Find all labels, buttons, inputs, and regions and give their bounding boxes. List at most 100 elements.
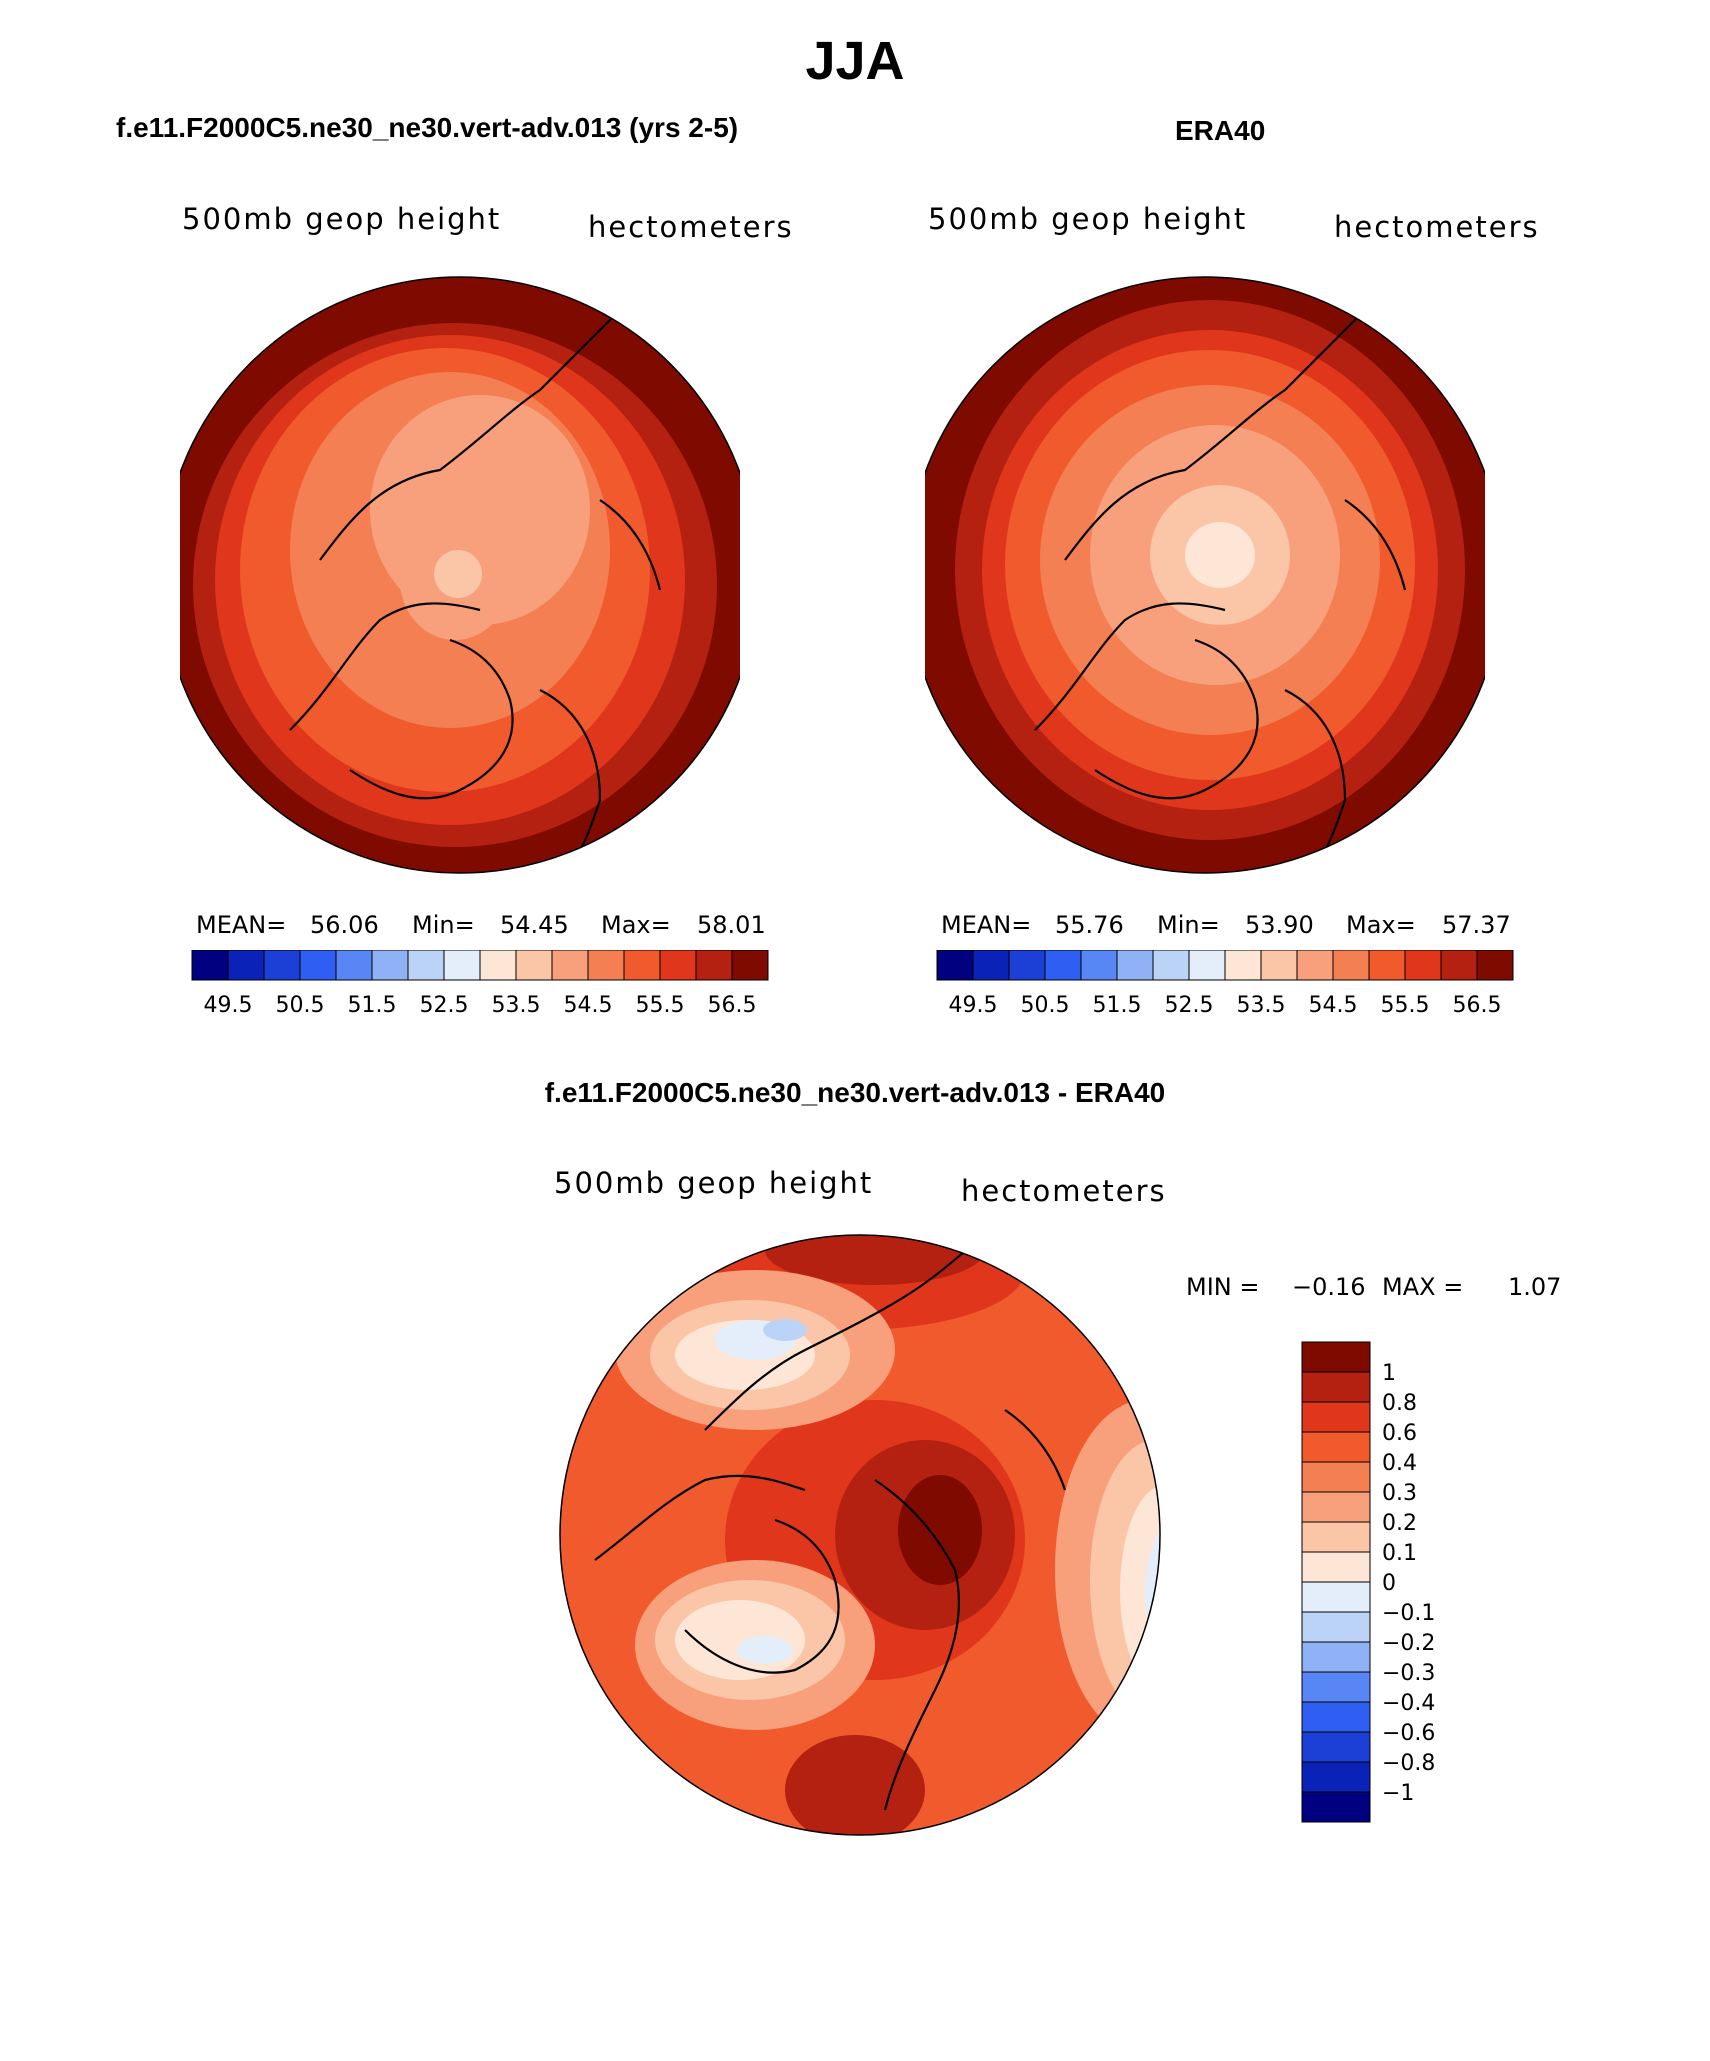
panel2-colorbar-swatch-9 (1260, 950, 1298, 981)
panel3-colorbar-swatch-12 (1301, 1701, 1371, 1733)
panel3-colorbar-tick-label: −1 (1382, 1781, 1414, 1806)
panel3-colorbar-tick-label: −0.8 (1382, 1751, 1435, 1776)
panel1-coast-3 (349, 638, 514, 800)
panel1-min-label: Min= (412, 911, 475, 939)
panel3-colorbar-tick-label: −0.1 (1382, 1601, 1435, 1626)
panel1-contour-53.5 (434, 550, 482, 598)
panel2-colorbar-tick-label: 51.5 (1093, 993, 1142, 1018)
panel3-colorbar-tick-label: 0.4 (1382, 1451, 1417, 1476)
panel1-colorbar-swatch-4 (335, 950, 373, 981)
panel3-colorbar-tick-label: 0.1 (1382, 1541, 1417, 1566)
panel1-colorbar-swatch-0 (191, 950, 229, 981)
panel2-coast-2 (1034, 602, 1226, 731)
panel2-colorbar: 49.5 50.5 51.5 52.5 53.5 54.5 55.5 56.5 (936, 950, 1514, 1018)
panel1-colorbar-swatch-14 (695, 950, 733, 981)
panel1-min-value: 54.45 (500, 911, 569, 939)
panel3-colorbar-tick-label: −0.6 (1382, 1721, 1435, 1746)
panel3-colorbar-swatch-2 (1301, 1401, 1371, 1433)
panel1-colorbar-swatch-9 (515, 950, 553, 981)
panel1-colorbar-swatch-7 (443, 950, 481, 981)
panel3-colorbar-swatch-13 (1301, 1731, 1371, 1763)
panel3-max-value: 1.07 (1508, 1273, 1562, 1301)
panel1-polar-map (180, 276, 740, 874)
panel3-colorbar-swatch-5 (1301, 1491, 1371, 1523)
panel3-colorbar-tick-label: 0 (1382, 1571, 1396, 1596)
panel2-colorbar-tick-label: 50.5 (1021, 993, 1070, 1018)
panel1-colorbar-tick-label: 51.5 (348, 993, 397, 1018)
panel3-colorbar-swatch-3 (1301, 1431, 1371, 1463)
panel1-colorbar-swatch-2 (263, 950, 301, 981)
panel3-coast-2 (594, 1474, 806, 1561)
panel3-colorbar-swatch-10 (1301, 1641, 1371, 1673)
panel2-polar-map (925, 276, 1485, 874)
panel1-max-label: Max= (601, 911, 671, 939)
panel3-colorbar-tick-label: −0.4 (1382, 1691, 1435, 1716)
panel2-mean-label: MEAN= (941, 911, 1032, 939)
panel2-colorbar-tick-label: 54.5 (1309, 993, 1358, 1018)
panel2-min-label: Min= (1157, 911, 1220, 939)
panel3-colorbar-swatch-4 (1301, 1461, 1371, 1493)
panel1-max-value: 58.01 (697, 911, 766, 939)
panel2-colorbar-swatch-14 (1440, 950, 1478, 981)
panel2-colorbar-swatch-13 (1404, 950, 1442, 981)
panel1-mean-label: MEAN= (196, 911, 287, 939)
panel2-colorbar-swatch-5 (1116, 950, 1154, 981)
panel1-variable-label: 500mb geop height (182, 202, 502, 236)
panel2-coast-3 (1094, 638, 1259, 800)
panel1-title: f.e11.F2000C5.ne30_ne30.vert-adv.013 (yr… (116, 112, 739, 143)
panel1-units-label: hectometers (588, 210, 794, 244)
panel3-patch-0.8 (898, 1475, 982, 1585)
panel3-colorbar-tick-label: 0.6 (1382, 1421, 1417, 1446)
panel3-colorbar-swatch-14 (1301, 1761, 1371, 1793)
panel1-colorbar-swatch-11 (587, 950, 625, 981)
panel2-colorbar-swatch-0 (936, 950, 974, 981)
panel3-coast-5 (1004, 1409, 1067, 1491)
panel3-colorbar-swatch-7 (1301, 1551, 1371, 1583)
panel2-colorbar-swatch-11 (1332, 950, 1370, 981)
panel1-colorbar-swatch-12 (623, 950, 661, 981)
panel3-colorbar-swatch-0 (1301, 1341, 1371, 1373)
panel2-colorbar-swatch-15 (1476, 950, 1514, 981)
panel1-colorbar-tick-label: 52.5 (420, 993, 469, 1018)
panel3-patch-neg0.2-nw (763, 1319, 807, 1341)
panel1-colorbar-tick-label: 53.5 (492, 993, 541, 1018)
figure-title: JJA (805, 31, 905, 91)
panel2-colorbar-swatch-7 (1188, 950, 1226, 981)
panel3-polar-map (559, 1234, 1161, 1836)
panel2-coast-5 (1344, 499, 1407, 591)
panel3-patch-neg0.1-sw (737, 1636, 793, 1664)
panel3-title: f.e11.F2000C5.ne30_ne30.vert-adv.013 - E… (544, 1077, 1166, 1108)
panel2-mean-value: 55.76 (1055, 911, 1124, 939)
panel3-min-value: −0.16 (1292, 1273, 1366, 1301)
panel3-colorbar-tick-label: 0.8 (1382, 1391, 1417, 1416)
panel1-colorbar-tick-label: 55.5 (636, 993, 685, 1018)
panel3-colorbar-tick-label: −0.3 (1382, 1661, 1435, 1686)
panel2-colorbar-swatch-10 (1296, 950, 1334, 981)
panel3-colorbar-tick-label: −0.2 (1382, 1631, 1435, 1656)
panel3-colorbar-swatch-8 (1301, 1581, 1371, 1613)
panel3-units-label: hectometers (961, 1174, 1167, 1208)
panel2-title: ERA40 (1175, 115, 1266, 146)
panel2-variable-label: 500mb geop height (928, 202, 1248, 236)
panel2-colorbar-tick-label: 55.5 (1381, 993, 1430, 1018)
panel1-coast-2 (289, 602, 481, 731)
panel3-coast-4 (874, 1479, 961, 1811)
panel3-max-label: MAX = (1382, 1273, 1464, 1301)
panel3-colorbar-swatch-9 (1301, 1611, 1371, 1643)
panel3-coastlines (594, 1235, 1067, 1811)
panel2-coast-1 (1064, 309, 1366, 561)
panel1-colorbar-swatch-3 (299, 950, 337, 981)
panel3-colorbar: 1 0.8 0.6 0.4 0.3 0.2 0.1 0 −0.1 −0.2 −0.3 −0.4 −0.6… (1301, 1341, 1435, 1823)
panel2-colorbar-swatch-1 (972, 950, 1010, 981)
panel2-colorbar-tick-label: 49.5 (949, 993, 998, 1018)
panel1-colorbar: 49.5 50.5 51.5 52.5 53.5 54.5 55.5 56.5 (191, 950, 769, 1018)
panel1-colorbar-tick-label: 50.5 (276, 993, 325, 1018)
panel2-max-value: 57.37 (1442, 911, 1511, 939)
panel3-min-label: MIN = (1186, 1273, 1260, 1301)
panel1-colorbar-swatch-5 (371, 950, 409, 981)
panel2-colorbar-swatch-4 (1080, 950, 1118, 981)
panel1-colorbar-swatch-8 (479, 950, 517, 981)
panel2-colorbar-tick-label: 53.5 (1237, 993, 1286, 1018)
panel1-colorbar-swatch-15 (731, 950, 769, 981)
panel3-colorbar-tick-label: 0.2 (1382, 1511, 1417, 1536)
